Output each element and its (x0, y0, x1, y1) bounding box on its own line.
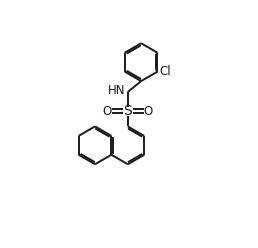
Text: S: S (123, 104, 132, 118)
Text: O: O (103, 105, 112, 118)
Text: Cl: Cl (159, 65, 171, 78)
Text: HN: HN (108, 84, 126, 97)
Text: O: O (144, 105, 153, 118)
